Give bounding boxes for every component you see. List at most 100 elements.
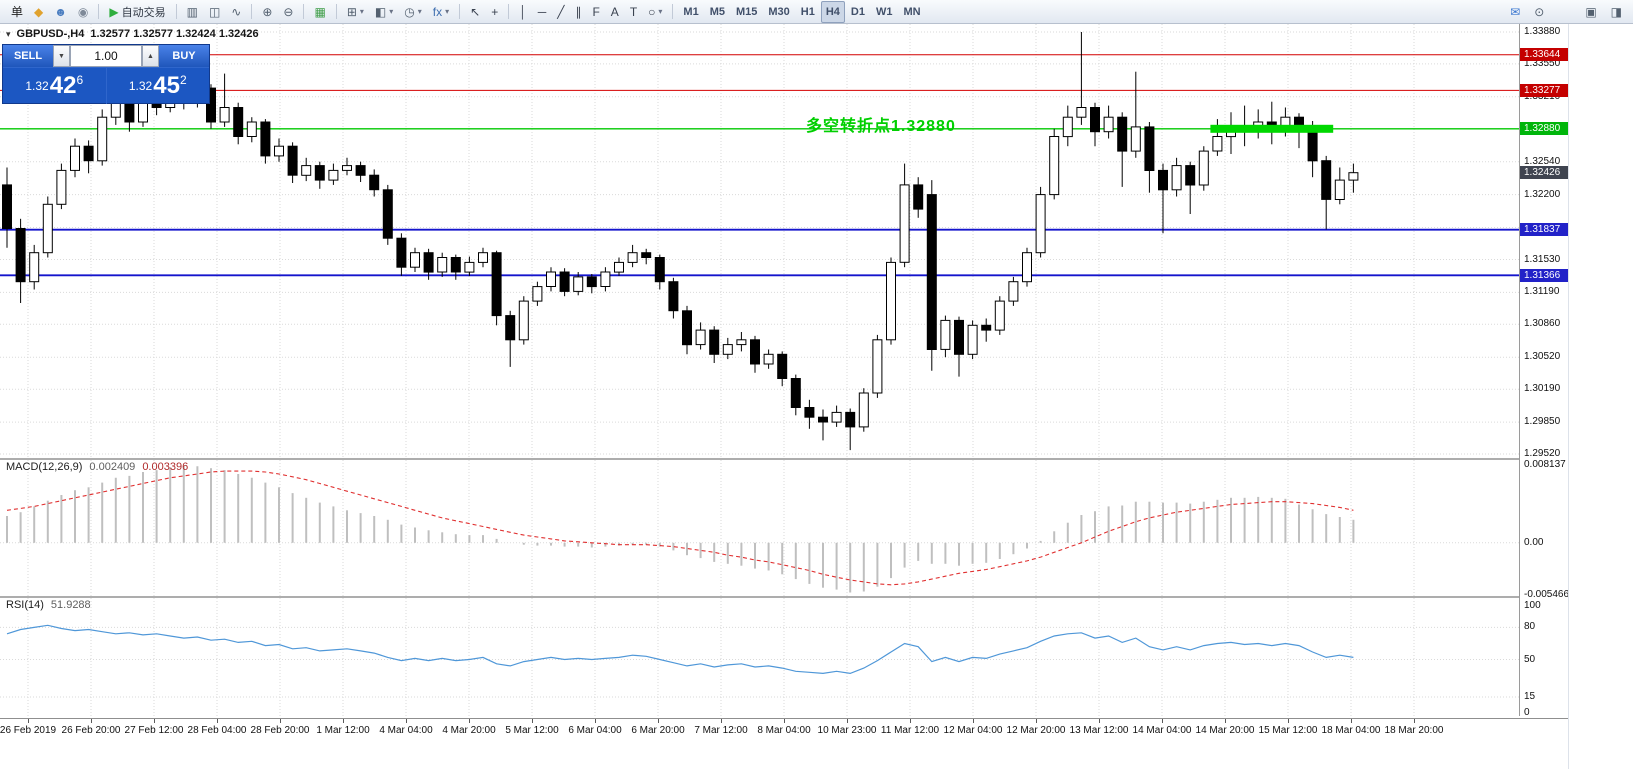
time-tick	[721, 719, 722, 723]
hline-icon[interactable]: ─	[533, 1, 552, 23]
tf-m30-label: M30	[768, 5, 790, 18]
profiles-icon-glyph: ◧	[374, 4, 387, 19]
vline-icon[interactable]: │	[514, 1, 532, 23]
trendline-icon[interactable]: ╱	[552, 1, 569, 23]
tf-d1-label: D1	[850, 5, 865, 18]
ohlc-values: 1.32577 1.32577 1.32424 1.32426	[90, 28, 259, 40]
toolbar: 单 ◆ ☻ ◉ ▶ 自动交易 ▥ ◫ ∿ ⊕ ⊖ ▦ ⊞ ▾ ◧ ▾ ◷ ▾ fx ▾ ↖ + │ ─ ╱ ∥ F A T ○ ▾ M1 M5 M…	[0, 0, 1633, 24]
trendline-icon-glyph: ╱	[557, 4, 565, 19]
terminal-icon-glyph: ◉	[77, 4, 89, 19]
toolbar-right-group: ▣ ◨	[1580, 1, 1627, 23]
terminal-icon[interactable]: ◉	[73, 1, 93, 23]
rsi-tick-label: 50	[1524, 653, 1536, 665]
chat-icon-glyph: ✉	[1510, 4, 1521, 19]
one-click-panel: SELL ▼ ▲ BUY 1.32 42 6 1.32 45 2	[2, 44, 210, 104]
shapes-icon[interactable]: ○ ▾	[643, 1, 667, 23]
text-icon-glyph: A	[610, 4, 619, 19]
tf-m5-label: M5	[709, 5, 725, 18]
tf-m30[interactable]: M30	[763, 1, 794, 23]
rsi-tick-label: 0	[1524, 707, 1530, 718]
market-watch-icon[interactable]: ◆	[29, 1, 48, 23]
tf-mn[interactable]: MN	[898, 1, 925, 23]
time-tick	[1162, 719, 1163, 723]
rsi-tick-label: 100	[1524, 600, 1541, 611]
text-icon[interactable]: A	[606, 1, 624, 23]
time-label: 15 Mar 12:00	[1258, 725, 1318, 736]
navigator-icon[interactable]: ☻	[49, 1, 72, 23]
one-click-toggle-icon[interactable]: ▾	[6, 28, 11, 39]
time-tick	[469, 719, 470, 723]
macd-tick-label: 0.008137	[1524, 459, 1566, 470]
tf-d1[interactable]: D1	[846, 1, 870, 23]
new-order-button-glyph: 单	[11, 4, 24, 19]
time-tick	[1225, 719, 1226, 723]
period-icon-caret: ▾	[417, 7, 422, 16]
sell-price[interactable]: 1.32 42 6	[3, 68, 106, 104]
rsi-name: RSI(14)	[6, 599, 44, 611]
profiles-icon[interactable]: ◧ ▾	[370, 1, 398, 23]
price-badge: 1.33277	[1520, 83, 1568, 97]
tf-h1[interactable]: H1	[796, 1, 820, 23]
tf-m5[interactable]: M5	[705, 1, 730, 23]
sell-button[interactable]: SELL	[3, 45, 53, 67]
candlestick-chart-icon[interactable]: ◫	[204, 1, 225, 23]
autotrade-button[interactable]: ▶ 自动交易	[104, 1, 170, 23]
tf-w1[interactable]: W1	[871, 1, 898, 23]
time-tick	[343, 719, 344, 723]
chat-icon[interactable]: ✉	[1505, 1, 1525, 23]
volume-up-button[interactable]: ▲	[142, 45, 159, 67]
autotrade-button-glyph: ▶	[109, 4, 119, 19]
new-order-button[interactable]: 单	[6, 1, 28, 23]
bar-chart-icon[interactable]: ▥	[182, 1, 203, 23]
price-badge: 1.32426	[1520, 166, 1568, 180]
time-label: 18 Mar 20:00	[1384, 725, 1444, 736]
toolbar-right: ✉ ⊙ ▣ ◨	[1505, 1, 1627, 23]
new-chart-icon[interactable]: ⊞ ▾	[342, 1, 369, 23]
indicators-icon[interactable]: fx ▾	[428, 1, 454, 23]
volume-down-button[interactable]: ▼	[53, 45, 70, 67]
price-tick-label: 1.31190	[1524, 286, 1560, 298]
time-label: 7 Mar 12:00	[694, 725, 748, 736]
tf-m15[interactable]: M15	[731, 1, 762, 23]
window-icon-1-glyph: ▣	[1585, 4, 1597, 19]
period-icon[interactable]: ◷ ▾	[399, 1, 427, 23]
time-label: 28 Feb 04:00	[187, 725, 247, 736]
buy-button[interactable]: BUY	[159, 45, 209, 67]
macd-header: MACD(12,26,9) 0.002409 0.003396	[6, 461, 188, 473]
time-tick	[1351, 719, 1352, 723]
buy-price-prefix: 1.32	[128, 79, 153, 93]
crosshair-icon[interactable]: +	[486, 1, 503, 23]
tf-mn-label: MN	[903, 5, 921, 18]
zoom-out-icon[interactable]: ⊖	[278, 1, 298, 23]
channel-icon[interactable]: ∥	[570, 1, 586, 23]
fibonacci-icon[interactable]: F	[587, 1, 604, 23]
time-label: 26 Feb 2019	[0, 725, 57, 736]
rsi-tick-label: 80	[1524, 621, 1536, 633]
time-label: 26 Feb 20:00	[61, 725, 121, 736]
window-icon-1[interactable]: ▣	[1580, 1, 1601, 23]
shapes-icon-caret: ▾	[658, 7, 663, 16]
toolbar-separator	[303, 4, 305, 19]
time-label: 14 Mar 04:00	[1132, 725, 1192, 736]
time-label: 14 Mar 20:00	[1195, 725, 1255, 736]
chart-canvas[interactable]	[0, 24, 1520, 718]
tf-m1[interactable]: M1	[678, 1, 703, 23]
buy-price[interactable]: 1.32 45 2	[105, 68, 210, 104]
tf-h4[interactable]: H4	[820, 0, 845, 23]
price-tick-label: 1.33550	[1524, 57, 1561, 69]
time-label: 27 Feb 12:00	[124, 725, 184, 736]
window-icon-2[interactable]: ◨	[1606, 1, 1627, 23]
search-icon[interactable]: ⊙	[1529, 1, 1549, 23]
label-icon[interactable]: T	[625, 1, 642, 23]
tile-windows-icon[interactable]: ▦	[309, 1, 330, 23]
cursor-icon[interactable]: ↖	[465, 1, 485, 23]
right-panel	[1568, 24, 1633, 769]
zoom-in-icon[interactable]: ⊕	[257, 1, 277, 23]
volume-input[interactable]	[70, 45, 142, 67]
crosshair-icon-glyph: +	[491, 4, 499, 19]
line-chart-icon[interactable]: ∿	[226, 1, 246, 23]
indicators-icon-glyph: fx	[432, 4, 443, 19]
bar-chart-icon-glyph: ▥	[186, 4, 198, 19]
time-tick	[1099, 719, 1100, 723]
